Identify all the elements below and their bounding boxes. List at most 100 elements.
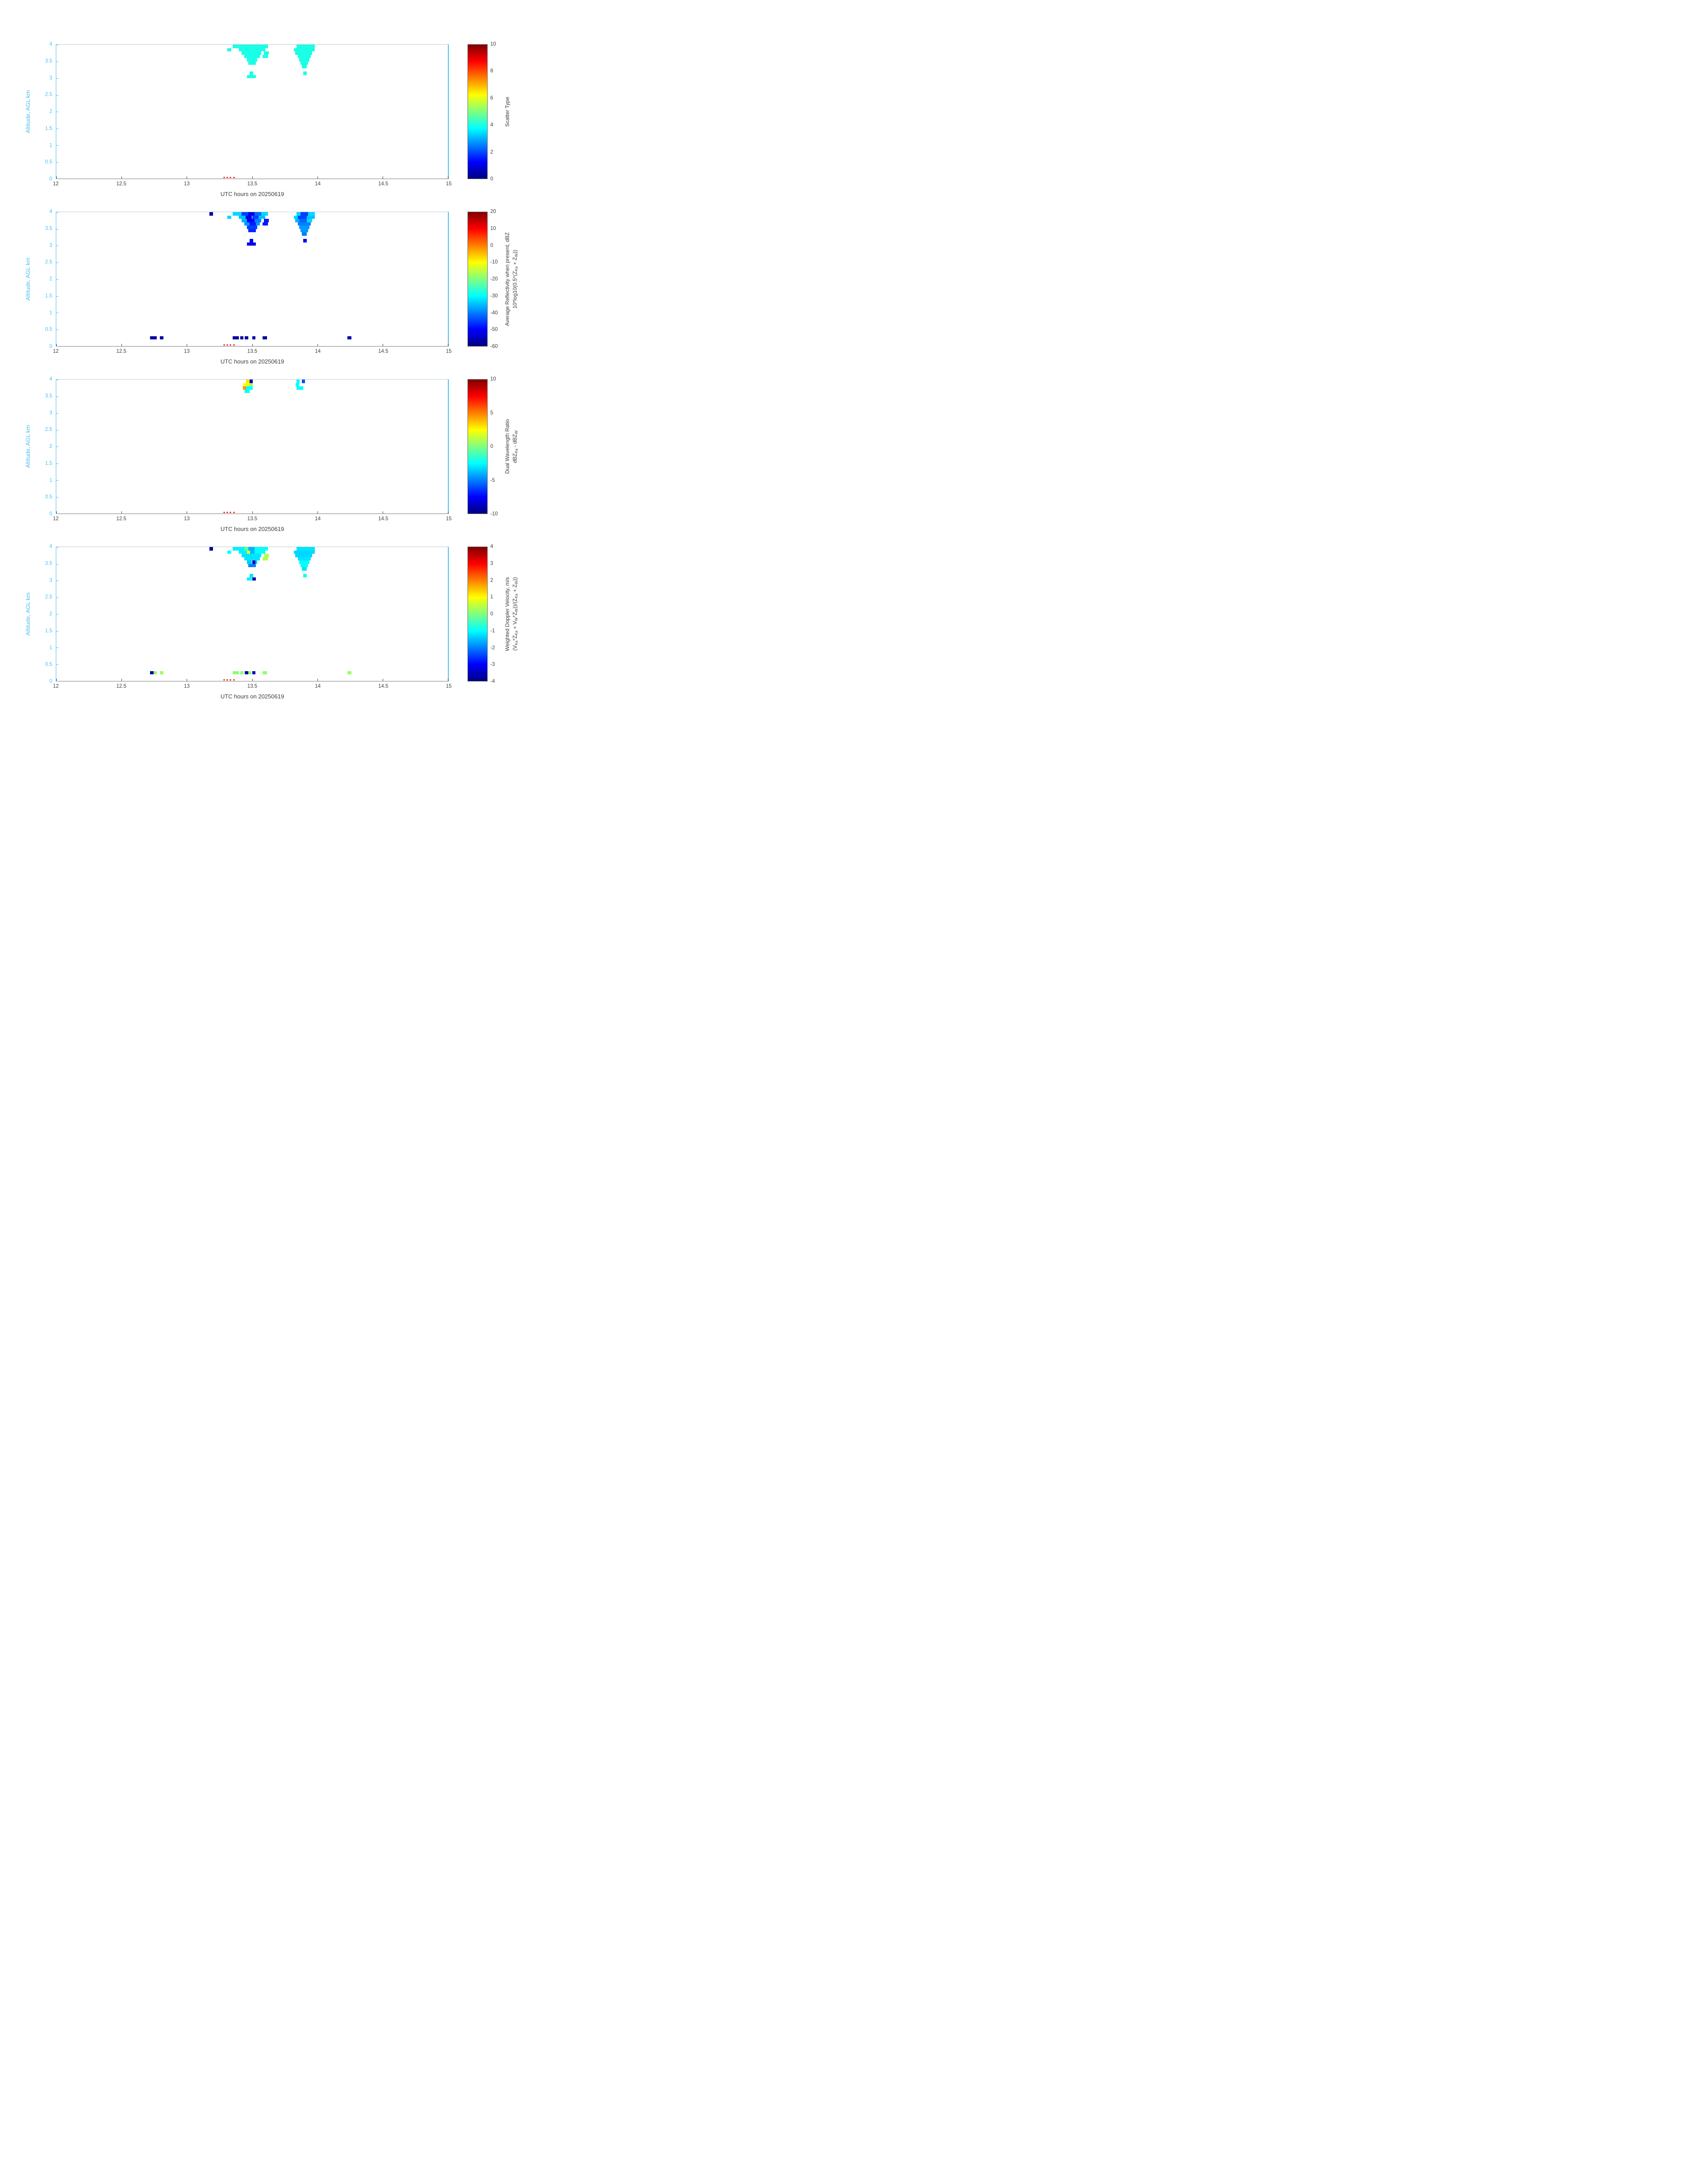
y-tick-label: 1 <box>49 310 52 316</box>
x-tick-mark <box>317 511 318 514</box>
y-tick-label: 4 <box>49 544 52 549</box>
heatmap-cell <box>249 71 254 75</box>
heatmap-cell <box>246 75 256 78</box>
y-tick-label: 2.5 <box>45 594 52 600</box>
heatmap-cell <box>239 215 246 219</box>
heatmap-cell <box>160 671 163 674</box>
heatmap-cell <box>244 222 250 226</box>
colorbar-tick-label: 6 <box>490 95 493 101</box>
heatmap-cell <box>209 212 213 216</box>
y-tick-mark <box>56 95 58 96</box>
colorbar <box>468 44 488 179</box>
heatmap-cell <box>300 564 309 567</box>
colorbar-tick-label: 0 <box>490 242 493 248</box>
heatmap-cell <box>246 58 258 62</box>
heatmap-cell <box>300 61 309 65</box>
y-tick-label: 3.5 <box>45 58 52 64</box>
y-tick-mark <box>56 480 58 481</box>
heatmap-cell <box>153 671 157 674</box>
event-marker-dot <box>226 512 228 513</box>
heatmap-cell <box>296 380 300 383</box>
colorbar-tick-label: 3 <box>490 560 493 566</box>
heatmap-cell <box>242 51 261 55</box>
y-tick-label: 2 <box>49 444 52 449</box>
x-axis-label: UTC hours on 20250619 <box>220 191 284 197</box>
event-marker-dot <box>230 177 231 178</box>
colorbar-label: Scatter Type <box>504 96 510 127</box>
x-tick-mark <box>121 511 122 514</box>
x-tick-label: 13.5 <box>247 181 258 187</box>
x-tick-label: 13.5 <box>247 684 258 689</box>
y-axis-ticks: 0 0.5 1 1.5 2 2.5 3 3.5 4 <box>0 376 52 517</box>
y-tick-label: 4 <box>49 42 52 47</box>
y-tick-mark <box>56 413 58 414</box>
heatmap-cell <box>246 560 252 564</box>
heatmap-cell <box>246 380 250 383</box>
heatmap-cell <box>249 574 254 577</box>
x-tick-mark <box>317 344 318 346</box>
axis-tick-marks <box>56 380 448 514</box>
colorbar-tick-label: 4 <box>490 544 493 549</box>
heatmap-cell <box>297 215 307 219</box>
heatmap-cell <box>248 547 255 551</box>
heatmap-cell <box>262 557 268 560</box>
heatmap-cell <box>296 212 301 216</box>
event-markers <box>56 212 448 346</box>
y-axis-ticks: 0 0.5 1 1.5 2 2.5 3 3.5 4 <box>0 209 52 349</box>
heatmap-cell <box>246 226 258 229</box>
x-tick-mark <box>56 176 57 179</box>
heatmap-cell <box>256 222 260 226</box>
y-tick-label: 0 <box>49 679 52 684</box>
colorbar-tick-label: -1 <box>490 628 495 634</box>
x-tick-label: 12 <box>53 349 59 354</box>
y-tick-label: 0.5 <box>45 662 52 668</box>
x-tick-label: 12.5 <box>116 516 126 522</box>
colorbar-ticks: 0 2 4 6 8 10 <box>490 42 511 182</box>
x-tick-mark <box>121 176 122 179</box>
heatmap-cell <box>248 564 256 567</box>
heatmap-cell <box>150 671 154 674</box>
heatmap-cell <box>307 215 315 219</box>
heatmap-cell <box>252 560 255 564</box>
y-axis-ticks: 0 0.5 1 1.5 2 2.5 3 3.5 4 <box>0 42 52 182</box>
x-tick-mark <box>317 679 318 681</box>
y-tick-label: 1.5 <box>45 628 52 634</box>
heatmap-cell <box>239 550 247 554</box>
heatmap-cell <box>299 58 310 62</box>
colorbar <box>468 212 488 347</box>
y-tick-label: 1.5 <box>45 125 52 131</box>
x-tick-label: 13.5 <box>247 349 258 354</box>
event-marker-dot <box>233 344 235 346</box>
heatmap-cell <box>245 215 252 219</box>
heatmap-cell <box>303 239 307 242</box>
heatmap-cell <box>307 219 312 222</box>
colorbar-tick-label: 8 <box>490 68 493 74</box>
heatmap-cells <box>56 547 448 681</box>
panel-scatter-type: Altitude, AGL km 0 0.5 1 1.5 2 2.5 3 3.5 4 12 12.… <box>0 38 569 205</box>
x-axis-label: UTC hours on 20250619 <box>220 358 284 365</box>
heatmap-cell <box>150 336 157 339</box>
x-tick-label: 14 <box>315 181 321 187</box>
x-tick-label: 14 <box>315 684 321 689</box>
event-marker-dot <box>226 679 228 681</box>
y-tick-label: 1.5 <box>45 293 52 299</box>
heatmap-cell <box>301 232 307 236</box>
y-tick-label: 3 <box>49 577 52 583</box>
x-tick-mark <box>56 679 57 681</box>
event-marker-dot <box>226 344 228 346</box>
x-tick-label: 13 <box>184 181 190 187</box>
x-tick-label: 13 <box>184 349 190 354</box>
y-tick-mark <box>56 145 58 146</box>
y-tick-label: 2 <box>49 109 52 114</box>
heatmap-cell <box>295 554 312 557</box>
heatmap-cell <box>232 547 244 551</box>
event-marker-dot <box>223 177 225 178</box>
heatmap-cell <box>227 550 231 554</box>
colorbar-tick-label: -10 <box>490 259 498 265</box>
heatmap-cell <box>245 336 248 339</box>
heatmap-cell <box>232 45 268 48</box>
x-tick-label: 13 <box>184 684 190 689</box>
event-marker-dot <box>223 679 225 681</box>
heatmap-cell <box>240 671 244 674</box>
y-tick-mark <box>56 346 58 347</box>
